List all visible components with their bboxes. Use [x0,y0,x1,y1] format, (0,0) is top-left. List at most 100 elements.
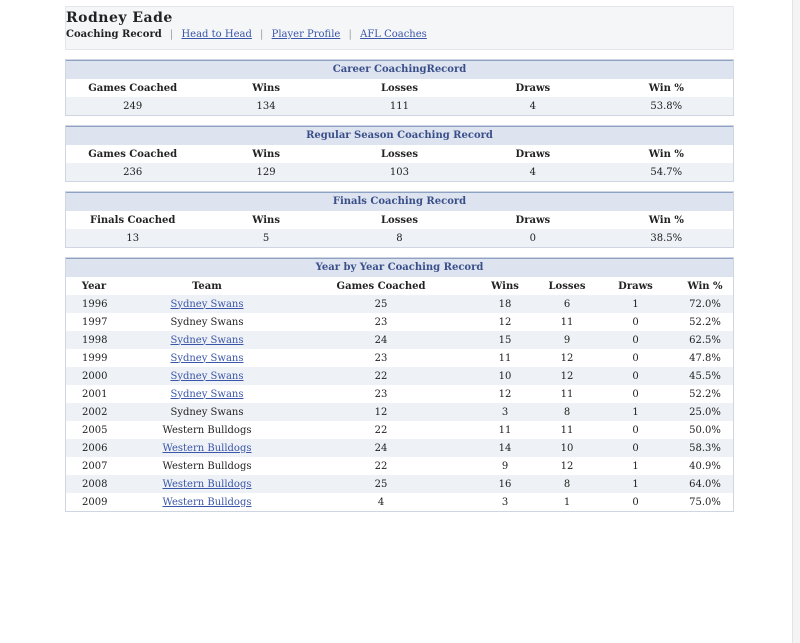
losses-cell: 6 [540,295,594,313]
team-link[interactable]: Western Bulldogs [162,496,252,508]
wins-cell: 15 [470,331,540,349]
season-year-cell: 2000 [66,367,122,385]
year-by-year-table: Year Team Games Coached Wins Losses Draw… [66,277,733,511]
season-year-cell: 2008 [66,475,122,493]
draws-cell: 0 [594,331,677,349]
table-header-row: Games Coached Wins Losses Draws Win % [66,79,733,97]
team-name-cell: Western Bulldogs [122,493,292,511]
team-name-cell: Western Bulldogs [122,475,292,493]
team-link[interactable]: Sydney Swans [170,352,244,364]
column-header: Wins [252,148,280,160]
team-name: Western Bulldogs [162,424,252,436]
column-header: Losses [381,82,418,94]
draws-cell: 0 [594,439,677,457]
regular-season-heading: Regular Season Coaching Record [66,126,733,145]
breadcrumb-nav: Coaching Record | Head to Head | Player … [66,29,733,40]
season-year-cell: 1997 [82,316,108,328]
column-header: Losses [548,280,586,292]
regular-wins: 129 [199,163,333,181]
win-pct-cell: 64.0% [677,475,733,493]
finals-record-panel: Finals Coaching Record Finals Coached Wi… [65,191,734,248]
year-by-year-rows: 1996 Sydney Swans 25 18 6 1 72.0% 1997 Sydney Sw… [66,295,733,511]
wins-cell: 12 [498,316,512,328]
team-link[interactable]: Western Bulldogs [162,478,252,490]
table-row: 2006 Western Bulldogs 24 14 10 0 58.3% [66,439,733,457]
team-link[interactable]: Sydney Swans [170,388,244,400]
window-edge [792,0,800,643]
column-header: Games Coached [88,82,178,94]
team-name: Western Bulldogs [162,460,252,472]
table-row: 249 134 111 4 53.8% [66,97,733,115]
column-header: Wins [491,280,519,292]
column-header: Finals Coached [90,214,176,226]
games-coached-cell: 12 [292,403,470,421]
season-year-cell: 1999 [82,352,108,364]
wins-cell: 3 [470,403,540,421]
nav-link-afl-coaches[interactable]: AFL Coaches [360,29,427,40]
regular-losses: 103 [332,163,467,181]
wins-cell: 16 [470,475,540,493]
year-by-year-panel: Year by Year Coaching Record Year Team G… [65,257,734,512]
team-name-cell: Western Bulldogs [122,457,292,475]
table-header-row: Finals Coached Wins Losses Draws Win % [66,211,733,229]
finals-games-coached: 13 [66,229,200,247]
table-header-row: Games Coached Wins Losses Draws Win % [66,145,733,163]
wins-cell: 11 [498,352,512,364]
table-row: 1996 Sydney Swans 25 18 6 1 72.0% [66,295,733,313]
games-coached-cell: 24 [292,331,470,349]
team-link[interactable]: Sydney Swans [170,370,244,382]
table-row: 2000 Sydney Swans 22 10 12 0 45.5% [66,367,733,385]
nav-separator: | [348,29,352,40]
team-link[interactable]: Western Bulldogs [162,442,252,454]
draws-cell: 0 [632,496,639,508]
team-name-cell: Sydney Swans [122,295,292,313]
losses-cell: 12 [540,367,594,385]
table-row: 2008 Western Bulldogs 25 16 8 1 64.0% [66,475,733,493]
team-link[interactable]: Sydney Swans [170,298,244,310]
finals-wins: 5 [199,229,333,247]
team-name-cell: Sydney Swans [122,385,292,403]
column-header: Wins [252,214,280,226]
regular-win-pct: 54.7% [599,163,733,181]
losses-cell: 1 [563,496,571,508]
table-row: 236 129 103 4 54.7% [66,163,733,181]
games-coached-cell: 25 [292,475,470,493]
page-title: Rodney Eade [66,10,173,26]
team-link[interactable]: Sydney Swans [170,334,244,346]
finals-record-table: Finals Coached Wins Losses Draws Win % 1… [66,211,733,247]
wins-cell: 10 [470,367,540,385]
win-pct-cell: 40.9% [689,460,721,472]
regular-draws: 4 [466,163,600,181]
career-losses: 111 [332,97,467,115]
team-name: Sydney Swans [170,316,244,328]
nav-link-player-profile[interactable]: Player Profile [271,29,341,40]
games-coached-cell: 22 [374,424,388,436]
season-year-cell: 2006 [66,439,122,457]
team-name: Sydney Swans [170,406,244,418]
year-by-year-heading: Year by Year Coaching Record [66,258,733,277]
losses-cell: 8 [540,475,594,493]
draws-cell: 1 [632,460,639,472]
win-pct-cell: 52.2% [689,316,721,328]
column-header: Team [192,280,222,292]
losses-cell: 12 [560,352,574,364]
draws-cell: 0 [632,316,639,328]
nav-link-head-to-head[interactable]: Head to Head [181,29,252,40]
finals-losses: 8 [332,229,467,247]
page-header: Rodney Eade Coaching Record | Head to He… [65,6,734,50]
wins-cell: 18 [470,295,540,313]
win-pct-cell: 52.2% [689,388,721,400]
table-row: 2005 Western Bulldogs 22 11 11 0 50.0% [66,421,733,439]
regular-games-coached: 236 [66,163,200,181]
season-year-cell: 2007 [82,460,108,472]
regular-season-panel: Regular Season Coaching Record Games Coa… [65,125,734,182]
draws-cell: 0 [632,352,639,364]
nav-separator: | [260,29,264,40]
team-name-cell: Sydney Swans [122,349,292,367]
season-year-cell: 2001 [82,388,108,400]
losses-cell: 9 [540,331,594,349]
column-header: Draws [515,214,551,226]
finals-record-heading: Finals Coaching Record [66,192,733,211]
career-record-panel: Career CoachingRecord Games Coached Wins… [65,59,734,116]
career-win-pct: 53.8% [599,97,733,115]
